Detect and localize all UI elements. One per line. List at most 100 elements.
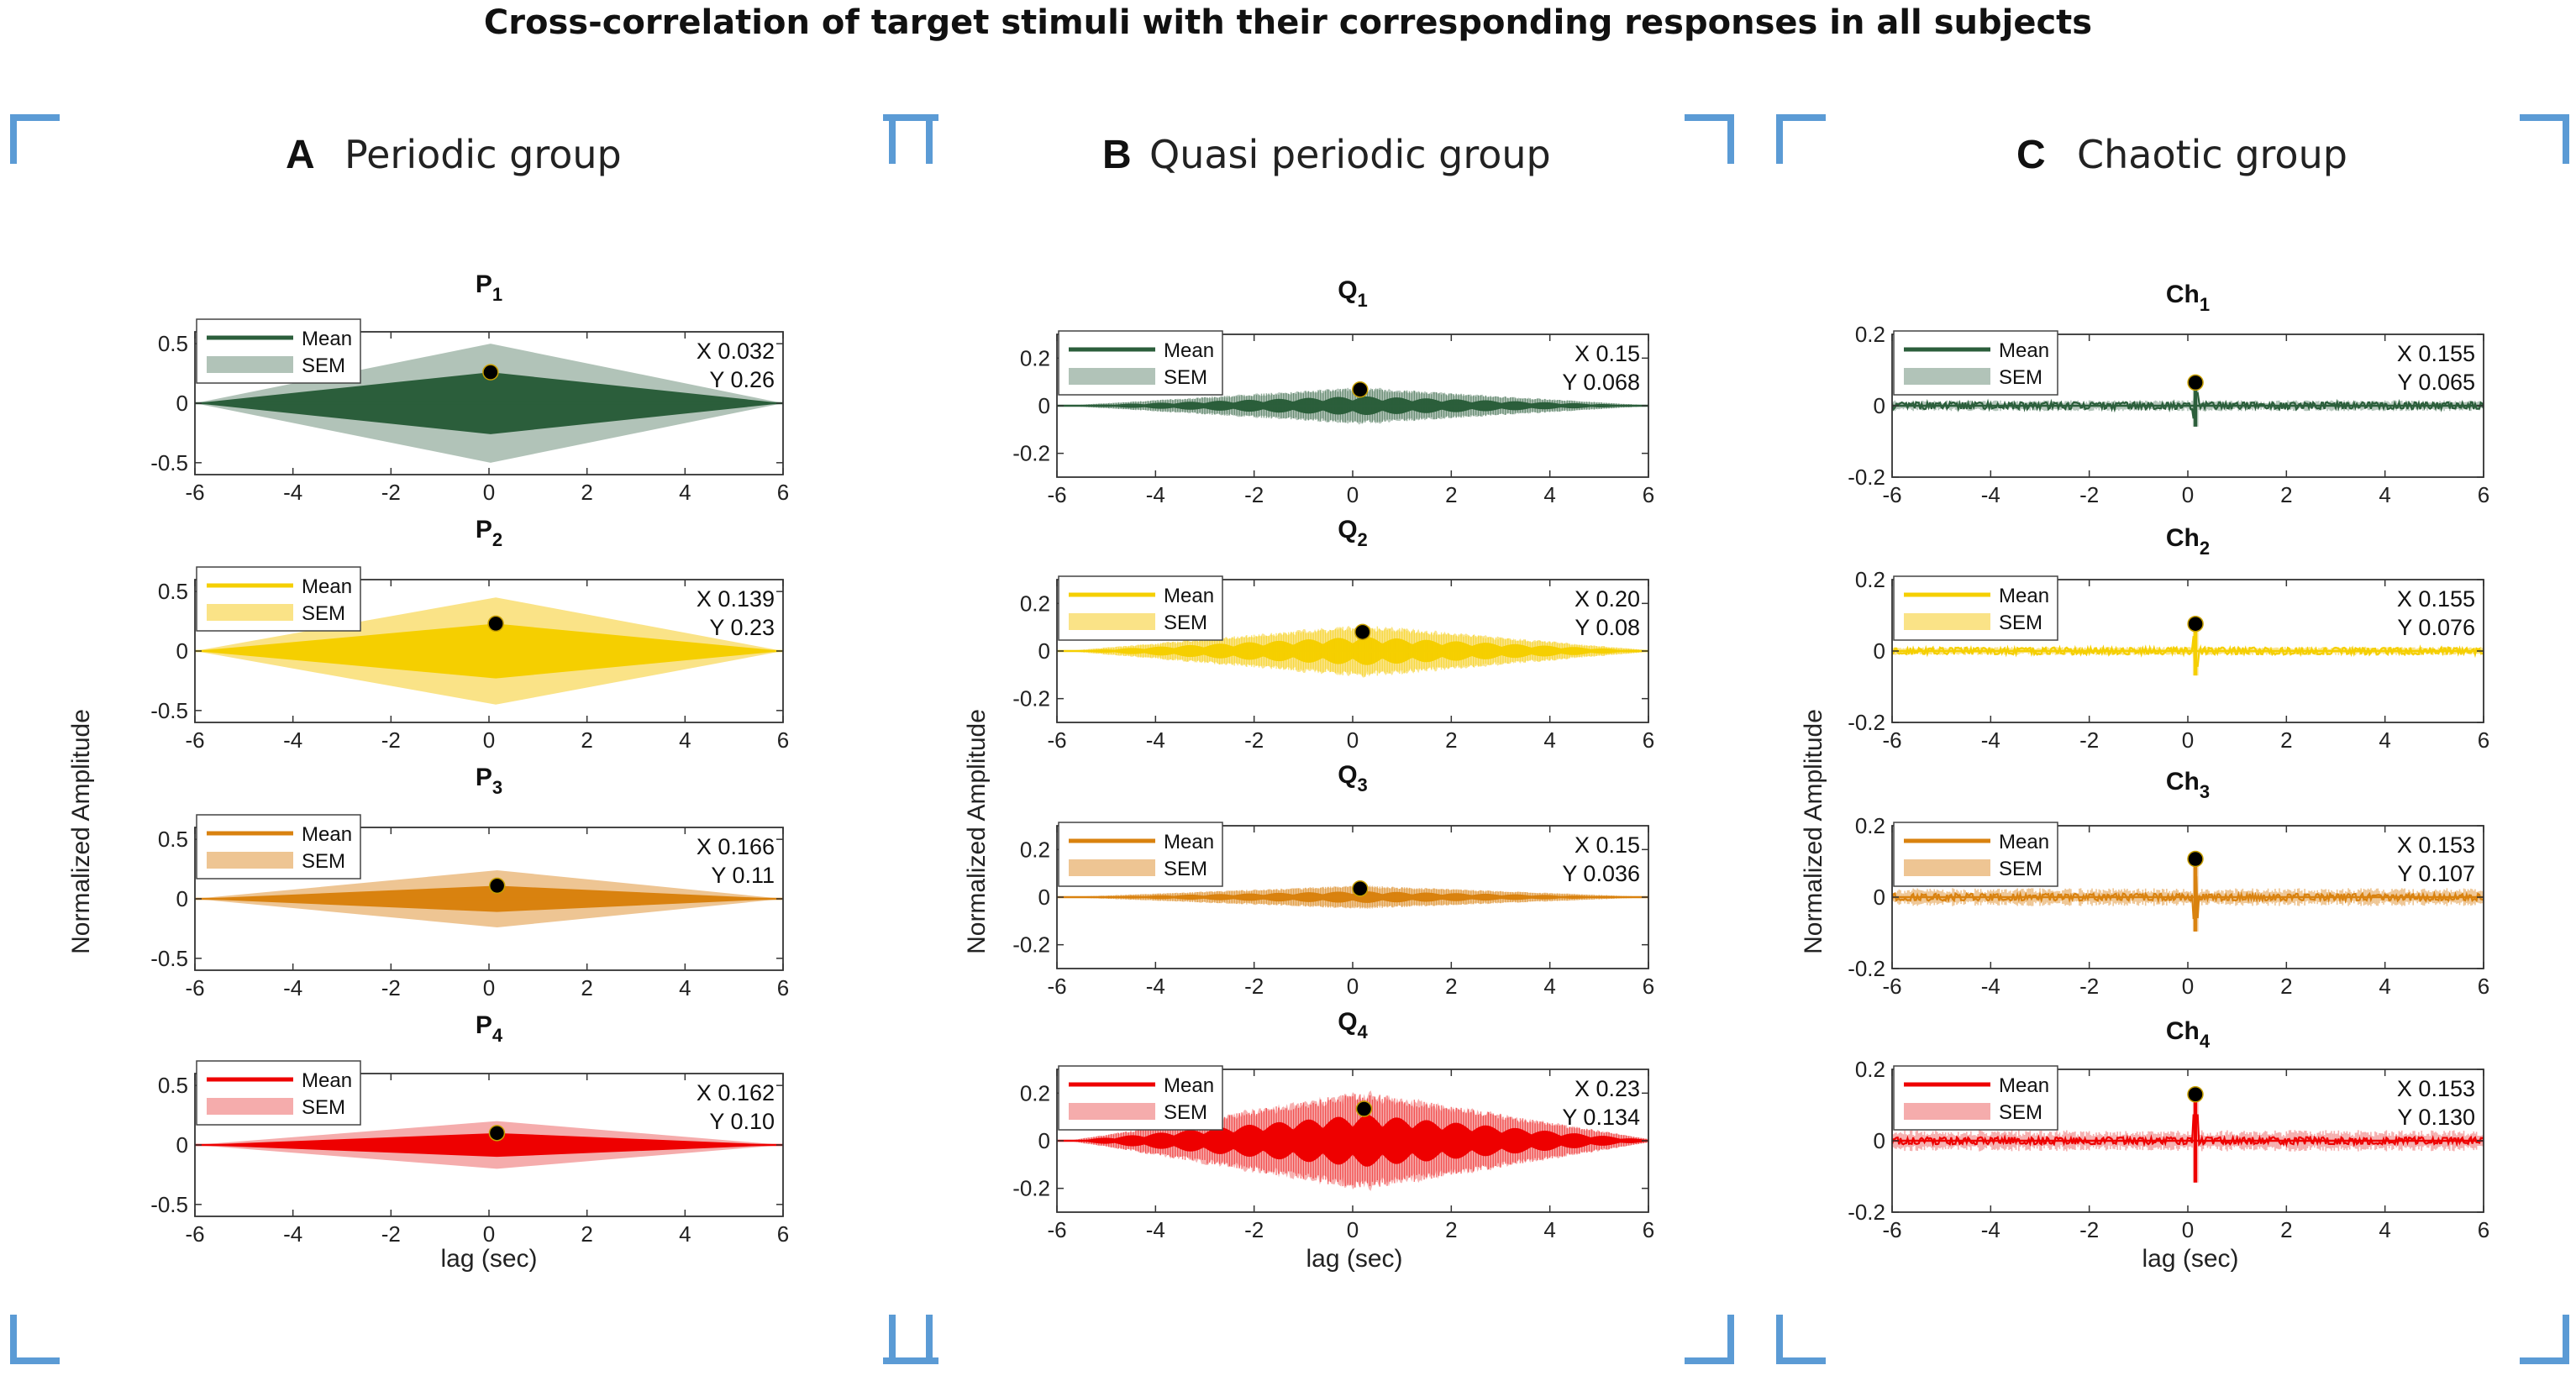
legend-sem-label-a1: SEM: [302, 354, 345, 377]
x-tick-label-b3-3: 0: [1347, 974, 1359, 999]
subplot-title-sub-b1: 1: [1358, 290, 1368, 311]
y-tick-label-a1-2: -0.5: [150, 450, 188, 475]
x-tick-label-c4-1: -4: [1981, 1217, 2000, 1242]
readout-x-a2: X 0.139: [697, 586, 775, 612]
subplot-title-base-a2: P: [476, 516, 492, 543]
y-tick-label-a4-0: 0.5: [158, 1073, 188, 1098]
x-axis-label-c: lag (sec): [2142, 1245, 2238, 1273]
subplot-title-sub-b4: 4: [1358, 1021, 1369, 1042]
legend-sem-swatch-a1: [207, 356, 293, 373]
readout-x-a1: X 0.032: [697, 339, 775, 364]
x-tick-label-a2-5: 4: [679, 727, 691, 753]
x-tick-label-c3-2: -2: [2079, 974, 2099, 999]
group-title-b: Quasi periodic group: [1149, 132, 1551, 177]
y-tick-label-a3-2: -0.5: [150, 946, 188, 971]
mean-line-c2: [1892, 636, 2484, 667]
x-tick-label-c1-4: 2: [2280, 482, 2292, 507]
peak-marker-c4: [2187, 1086, 2204, 1103]
subplot-b1: -6 -4 -2 0 2 4 6 0.2 0 -0.2 Q1 Mean SEM X 0.15 Y 0.068: [1012, 276, 1654, 507]
y-tick-label-c3-1: 0: [1874, 885, 1885, 910]
x-tick-label-a1-1: -4: [283, 480, 302, 505]
plot-area-a3: [195, 870, 783, 927]
legend-sem-swatch-b2: [1069, 613, 1155, 630]
x-axis-label-b: lag (sec): [1306, 1245, 1402, 1273]
y-tick-label-c2-1: 0: [1874, 638, 1885, 664]
subplot-title-sub-a2: 2: [492, 529, 502, 550]
legend-mean-label-c4: Mean: [1999, 1074, 2049, 1097]
legend-mean-label-a4: Mean: [302, 1069, 352, 1092]
subplot-a1: -6 -4 -2 0 2 4 6 0.5 0 -0.5 P1 Mean SEM X 0.032 Y 0.26: [150, 270, 789, 505]
peak-marker-b1: [1352, 381, 1369, 398]
legend-b2: Mean SEM: [1058, 575, 1223, 641]
x-tick-label-a3-2: -2: [381, 975, 401, 1000]
peak-marker-b2: [1354, 623, 1371, 641]
x-tick-label-c3-1: -4: [1981, 974, 2000, 999]
y-tick-label-a1-0: 0.5: [158, 331, 188, 356]
peak-marker-b4: [1355, 1100, 1373, 1117]
y-tick-label-c4-2: -0.2: [1848, 1200, 1885, 1225]
mean-line-c1: [1892, 391, 2484, 419]
subplot-title-base-b4: Q: [1338, 1008, 1357, 1036]
corner-bracket-bottom-2: [889, 1315, 938, 1364]
x-tick-label-a2-3: 0: [483, 727, 495, 753]
y-tick-label-c1-0: 0.2: [1855, 322, 1885, 347]
panel-letter-c: C: [2016, 133, 2046, 177]
x-tick-label-c4-4: 2: [2280, 1217, 2292, 1242]
x-tick-label-b2-0: -6: [1047, 727, 1066, 753]
plot-area-c4: [1892, 1094, 2484, 1183]
plot-area-a1: [195, 344, 783, 463]
subplots: -6 -4 -2 0 2 4 6 0.5 0 -0.5 P 1 Mean SEM X 0.032 Y 0.26…: [150, 270, 2489, 1247]
subplot-title-a3: P3: [476, 764, 502, 798]
x-tick-label-c1-3: 0: [2182, 482, 2194, 507]
legend-sem-label-c4: SEM: [1999, 1101, 2042, 1124]
subplot-title-b4: Q4: [1338, 1008, 1368, 1042]
subplot-title-base-b3: Q: [1338, 761, 1357, 789]
legend-sem-swatch-a4: [207, 1098, 293, 1115]
peak-marker-b3: [1352, 880, 1369, 897]
subplot-title-b2: Q2: [1338, 516, 1368, 550]
peak-marker-a4: [488, 1125, 506, 1142]
x-tick-label-a4-0: -6: [185, 1221, 204, 1247]
readout-x-c2: X 0.155: [2397, 586, 2475, 612]
x-tick-label-b2-4: 2: [1445, 727, 1457, 753]
subplot-title-c1: Ch1: [2166, 281, 2210, 315]
x-tick-label-b1-5: 4: [1543, 482, 1555, 507]
legend-sem-label-a4: SEM: [302, 1096, 345, 1119]
subplot-title-base-b2: Q: [1338, 516, 1357, 543]
legend-mean-label-b4: Mean: [1164, 1074, 1214, 1097]
x-tick-label-c2-1: -4: [1981, 727, 2000, 753]
x-tick-label-a2-4: 2: [581, 727, 592, 753]
peak-marker-c3: [2187, 850, 2204, 868]
panel-letter-a: A: [286, 133, 315, 177]
x-tick-label-a3-3: 0: [483, 975, 495, 1000]
legend-sem-label-c3: SEM: [1999, 858, 2042, 880]
readout-x-a3: X 0.166: [697, 834, 775, 859]
x-tick-label-c3-4: 2: [2280, 974, 2292, 999]
legend-mean-label-a2: Mean: [302, 575, 352, 598]
y-tick-label-b2-1: 0: [1038, 638, 1050, 664]
corner-bracket-top-3: [1685, 114, 1734, 164]
x-tick-label-a1-4: 2: [581, 480, 592, 505]
legend-sem-label-a2: SEM: [302, 602, 345, 625]
y-axis-label-c: Normalized Amplitude: [1800, 709, 1827, 954]
legend-mean-label-a3: Mean: [302, 823, 352, 846]
x-tick-label-c1-2: -2: [2079, 482, 2099, 507]
y-tick-label-c2-0: 0.2: [1855, 567, 1885, 592]
subplot-title-base-c2: Ch: [2166, 524, 2200, 552]
x-tick-label-b4-4: 2: [1445, 1217, 1457, 1242]
readout-y-a3: Y 0.11: [711, 863, 775, 888]
x-tick-label-b3-4: 2: [1445, 974, 1457, 999]
subplot-title-sub-c4: 4: [2200, 1031, 2211, 1052]
x-tick-label-a2-1: -4: [283, 727, 302, 753]
x-axis-label-a: lag (sec): [440, 1245, 537, 1273]
plot-area-b2: [1057, 624, 1648, 678]
x-tick-label-c4-3: 0: [2182, 1217, 2194, 1242]
readout-y-a1: Y 0.26: [709, 367, 775, 392]
legend-a2: Mean SEM: [196, 566, 361, 632]
legend-a3: Mean SEM: [196, 814, 361, 880]
x-tick-label-c2-2: -2: [2079, 727, 2099, 753]
x-tick-label-b2-2: -2: [1244, 727, 1264, 753]
x-tick-label-c2-6: 6: [2478, 727, 2489, 753]
legend-a4: Mean SEM: [196, 1060, 361, 1126]
